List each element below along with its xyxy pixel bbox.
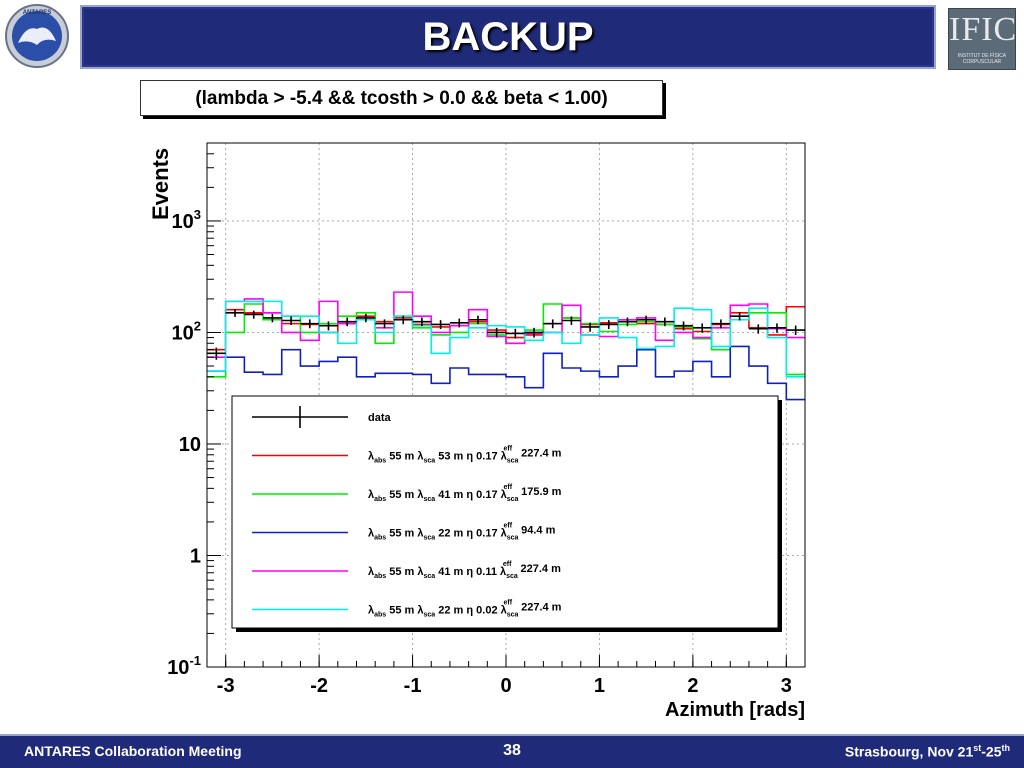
legend-label: λabs 55 m λsca 53 m η 0.17 λsca eff 227.… <box>368 446 562 465</box>
x-axis-label: Azimuth [rads] <box>665 699 805 721</box>
axis-ticks <box>206 142 787 668</box>
series-magenta-histogram <box>207 291 805 358</box>
footer-date-sup2: th <box>1001 743 1011 753</box>
page-number: 38 <box>503 742 521 759</box>
footer-date-prefix: Strasbourg, Nov 21 <box>844 743 974 760</box>
x-tick-label: -2 <box>310 675 328 697</box>
y-tick-label: 10 <box>179 434 201 456</box>
legend-entry: λabs 55 m λsca 22 m η 0.02 λsca eff 227.… <box>252 600 562 619</box>
antares-logo: ANTARES <box>5 4 69 68</box>
footer-date-sup1: st <box>973 743 982 753</box>
legend: data λabs 55 m λsca 53 m η 0.17 λsca eff … <box>231 395 782 632</box>
legend-entry: λabs 55 m λsca 53 m η 0.17 λsca eff 227.… <box>252 446 562 465</box>
x-tick-label: -3 <box>217 675 235 697</box>
ific-logo-text: IFIC <box>949 11 1018 48</box>
legend-label: λabs 55 m λsca 22 m η 0.17 λsca eff 94.4… <box>368 523 556 542</box>
slide-title: BACKUP <box>422 15 594 59</box>
tick-labels: -3 -2 -1 0 1 2 3 10-1 1 10 102 103 <box>167 207 792 697</box>
legend-entry: λabs 55 m λsca 41 m η 0.17 λsca eff 175.… <box>252 484 562 503</box>
footer-location-date: Strasbourg, Nov 21st-25th <box>845 743 1010 760</box>
y-tick-label: 103 <box>172 207 201 233</box>
antares-logo-text: ANTARES <box>23 10 52 16</box>
legend-label: λabs 55 m λsca 41 m η 0.17 λsca eff 175.… <box>368 484 562 503</box>
title-bar: BACKUP <box>80 5 936 69</box>
series-blue-histogram <box>207 345 805 401</box>
y-tick-label: 10-1 <box>167 653 201 679</box>
legend-entry: λabs 55 m λsca 22 m η 0.17 λsca eff 94.4… <box>252 523 556 542</box>
y-axis-label: Events <box>148 148 173 220</box>
ific-logo: IFIC INSTITUT DE FÍSICA CORPUSCULAR <box>948 8 1016 70</box>
x-tick-label: 0 <box>500 675 511 697</box>
x-tick-label: -1 <box>404 675 422 697</box>
legend-label: λabs 55 m λsca 22 m η 0.02 λsca eff 227.… <box>368 600 562 619</box>
legend-label: data <box>368 412 392 424</box>
histogram-plot: -3 -2 -1 0 1 2 3 10-1 1 10 102 103 Events Azimuth [… <box>148 142 806 721</box>
x-tick-label: 2 <box>687 675 698 697</box>
footer-meeting-name: ANTARES Collaboration Meeting <box>24 743 242 759</box>
cut-label-box: (lambda > -5.4 && tcosth > 0.0 && beta <… <box>140 80 663 116</box>
series-layer <box>207 291 805 401</box>
legend-entry: data <box>252 406 392 428</box>
ific-logo-subtext: INSTITUT DE FÍSICA CORPUSCULAR <box>957 53 1007 65</box>
cut-label: (lambda > -5.4 && tcosth > 0.0 && beta <… <box>195 88 608 109</box>
x-tick-label: 1 <box>594 675 605 697</box>
footer-bar: ANTARES Collaboration Meeting 38 Strasbo… <box>0 734 1024 768</box>
legend-entry: λabs 55 m λsca 41 m η 0.11 λsca eff 227.… <box>252 561 561 580</box>
y-tick-label: 1 <box>190 545 201 567</box>
series-cyan-histogram <box>207 300 805 378</box>
x-tick-label: 3 <box>781 675 792 697</box>
footer-date-mid: -25 <box>981 743 1002 760</box>
y-tick-label: 102 <box>172 318 201 344</box>
legend-label: λabs 55 m λsca 41 m η 0.11 λsca eff 227.… <box>368 561 561 580</box>
